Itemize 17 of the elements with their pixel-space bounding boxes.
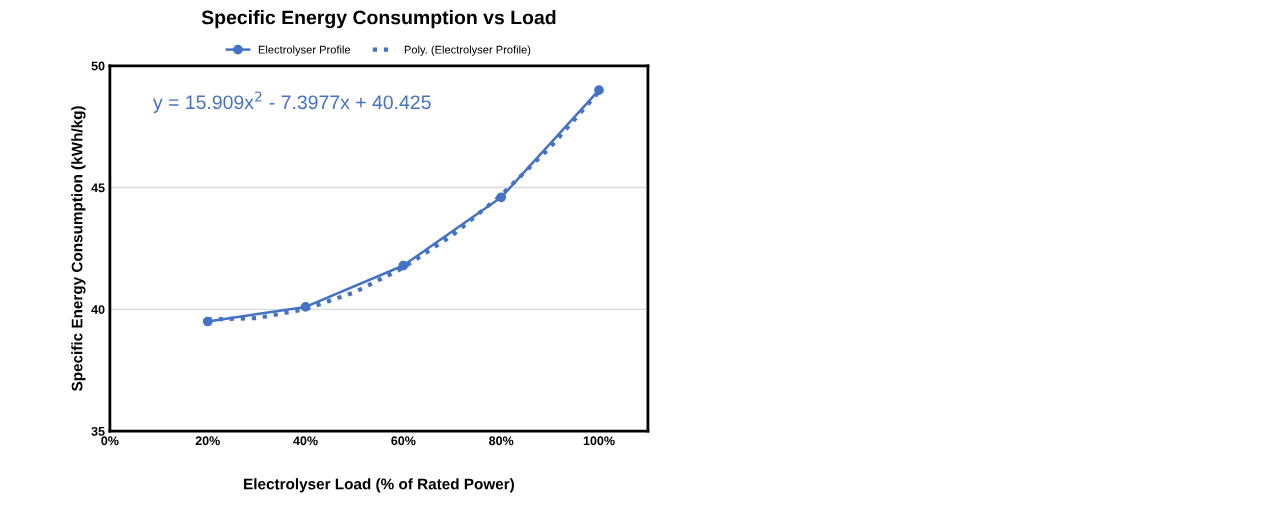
y-tick-label: 40 — [91, 305, 105, 314]
y-tick-label: 45 — [91, 183, 105, 193]
point — [594, 85, 604, 95]
y-tick-label: 50 — [91, 61, 105, 71]
x-tick-label: 80% — [489, 436, 514, 446]
legend-label: Electrolyser Profile — [258, 45, 351, 56]
chart-title: Specific Energy Consumption vs Load — [201, 10, 556, 29]
x-tick-label: 0% — [101, 436, 119, 446]
legend-label: Poly. (Electrolyser Profile) — [404, 45, 531, 56]
x-tick-label: 100% — [583, 436, 615, 446]
x-tick-label: 60% — [391, 436, 416, 446]
y-tick-label: 35 — [91, 426, 105, 436]
x-axis-title: Electrolyser Load (% of Rated Power) — [244, 478, 514, 493]
x-tick-label: 20% — [195, 436, 220, 446]
x-tick-label: 40% — [293, 436, 318, 446]
y-axis-title: Specific Energy Consumption (kWh/kg) — [71, 106, 86, 392]
annotation: y = 15.909x$^{2}$ - 7.3977x + 40.425 — [152, 91, 431, 113]
